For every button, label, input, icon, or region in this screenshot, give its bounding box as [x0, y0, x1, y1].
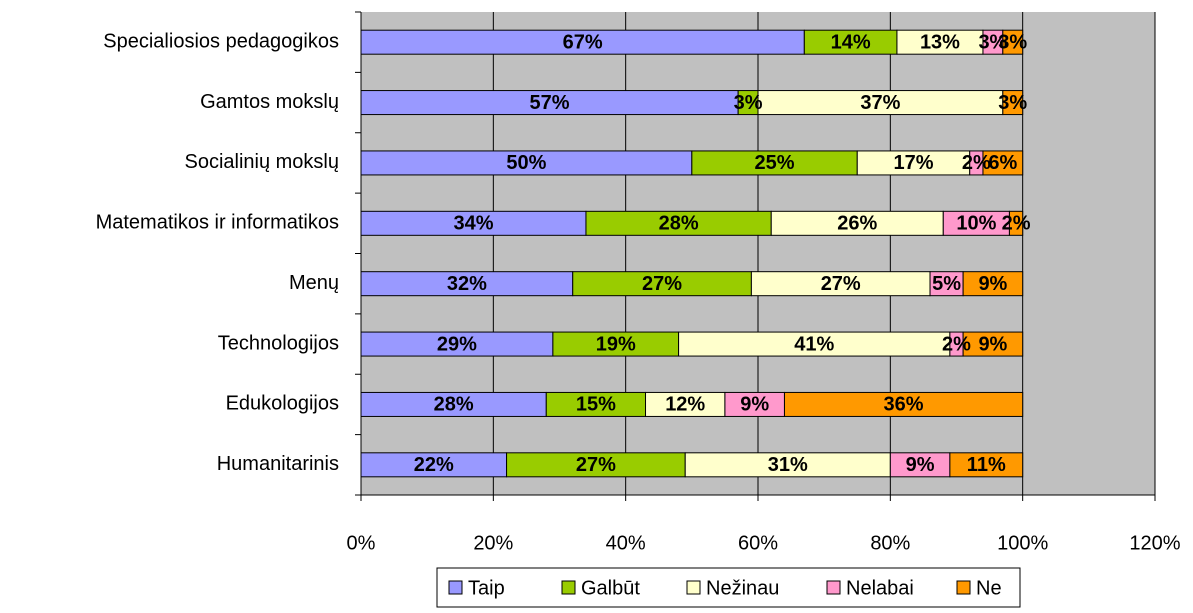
data-label: 3%	[978, 31, 1007, 53]
data-label: 29%	[437, 333, 477, 355]
bar-segment	[803, 29, 898, 55]
data-label: 6%	[988, 152, 1017, 174]
data-label: 41%	[794, 333, 834, 355]
data-label: 37%	[860, 92, 900, 114]
bar-segment	[982, 150, 1024, 176]
bar-segment	[360, 210, 587, 236]
x-tick-label: 0%	[347, 532, 376, 554]
bar-segment	[552, 331, 680, 357]
data-label: 36%	[884, 394, 924, 416]
bar-segment	[360, 29, 805, 55]
y-tick-label: Menų	[289, 272, 339, 294]
x-tick-label: 40%	[606, 532, 646, 554]
data-label: 28%	[659, 213, 699, 235]
bar-segment	[896, 29, 984, 55]
legend-label: Nelabai	[846, 577, 914, 599]
bar-segment	[360, 150, 693, 176]
data-label: 14%	[831, 31, 871, 53]
data-label: 3%	[998, 31, 1027, 53]
data-label: 9%	[740, 394, 769, 416]
bar-segment	[856, 150, 971, 176]
bar-segment	[585, 210, 772, 236]
legend-label: Taip	[468, 577, 505, 599]
legend-swatch	[561, 580, 576, 595]
bar-segment	[962, 331, 1024, 357]
x-tick-label: 80%	[870, 532, 910, 554]
data-label: 27%	[642, 273, 682, 295]
bar-segment	[750, 271, 931, 297]
legend-swatch	[956, 580, 971, 595]
y-tick-label: Matematikos ir informatikos	[96, 212, 339, 234]
legend-label: Ne	[976, 577, 1002, 599]
data-label: 13%	[920, 31, 960, 53]
data-label: 15%	[576, 394, 616, 416]
data-label: 9%	[906, 454, 935, 476]
bar-segment	[942, 210, 1010, 236]
legend-swatch	[686, 580, 701, 595]
y-tick-label: Specialiosios pedagogikos	[103, 30, 339, 52]
legend-label: Galbūt	[581, 577, 640, 599]
data-label: 10%	[956, 213, 996, 235]
data-label: 5%	[932, 273, 961, 295]
data-label: 9%	[978, 273, 1007, 295]
x-tick-label: 20%	[473, 532, 513, 554]
data-label: 25%	[755, 152, 795, 174]
legend-swatch	[448, 580, 463, 595]
bar-segment	[360, 452, 508, 478]
data-label: 50%	[506, 152, 546, 174]
bar-segment	[783, 391, 1024, 417]
bar-segment	[684, 452, 891, 478]
bar-segment	[929, 271, 964, 297]
bar-segment	[724, 391, 785, 417]
bar-segment	[545, 391, 647, 417]
x-tick-label: 100%	[997, 532, 1048, 554]
bar-segment	[1008, 210, 1024, 236]
y-tick-label: Socialinių mokslų	[184, 151, 339, 173]
data-label: 2%	[942, 333, 971, 355]
x-tick-label: 60%	[738, 532, 778, 554]
y-tick-label: Edukologijos	[226, 393, 339, 415]
legend-label: Nežinau	[706, 577, 779, 599]
legend-box	[436, 567, 1021, 608]
data-label: 32%	[447, 273, 487, 295]
bar-segment	[962, 271, 1024, 297]
data-label: 28%	[434, 394, 474, 416]
y-tick-label: Technologijos	[218, 332, 339, 354]
x-tick-label: 120%	[1129, 532, 1180, 554]
data-label: 3%	[998, 92, 1027, 114]
y-tick-label: Gamtos mokslų	[200, 91, 339, 113]
legend-swatch	[826, 580, 841, 595]
bar-segment	[1002, 29, 1024, 55]
data-label: 67%	[563, 31, 603, 53]
bar-segment	[757, 90, 1004, 116]
data-label: 26%	[837, 213, 877, 235]
data-label: 2%	[1002, 213, 1031, 235]
data-label: 11%	[967, 454, 1006, 476]
bar-segment	[770, 210, 944, 236]
data-label: 3%	[734, 92, 763, 114]
data-label: 22%	[414, 454, 454, 476]
data-label: 12%	[665, 394, 705, 416]
data-label: 2%	[962, 152, 991, 174]
data-label: 19%	[596, 333, 636, 355]
data-label: 27%	[576, 454, 616, 476]
data-label: 27%	[821, 273, 861, 295]
data-label: 34%	[453, 213, 493, 235]
data-label: 17%	[893, 152, 933, 174]
y-tick-label: Humanitarinis	[217, 453, 339, 475]
bar-segment	[949, 452, 1024, 478]
bar-segment	[1002, 90, 1024, 116]
bar-segment	[360, 271, 574, 297]
data-label: 9%	[978, 333, 1007, 355]
data-label: 57%	[530, 92, 570, 114]
data-label: 31%	[768, 454, 808, 476]
